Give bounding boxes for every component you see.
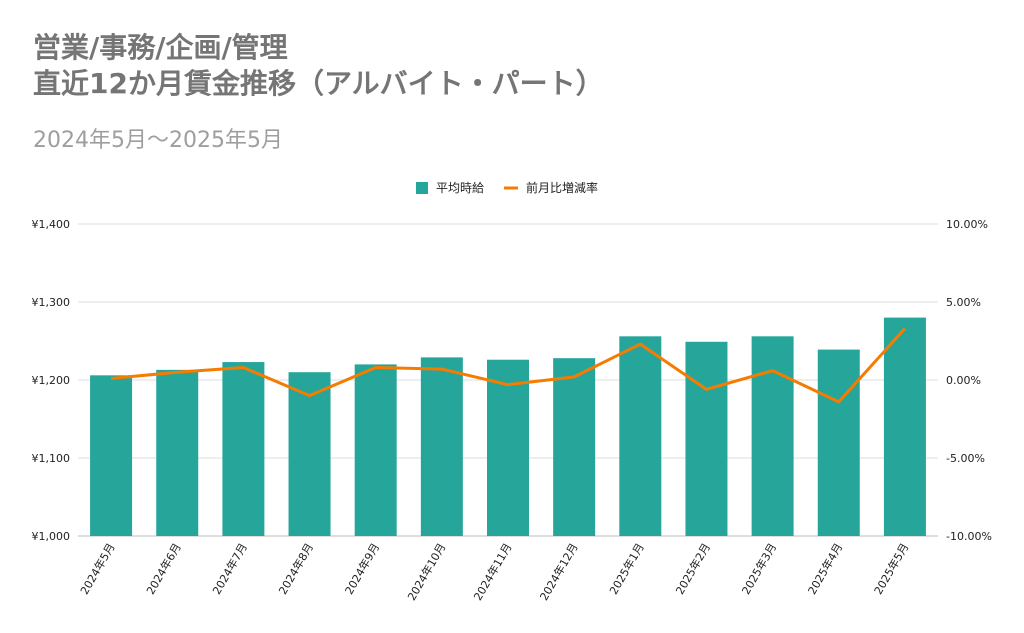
legend-swatch-bar bbox=[416, 182, 428, 194]
x-axis-tick-label: 2024年5月 bbox=[77, 541, 118, 597]
x-axis-tick-label: 2025年2月 bbox=[672, 541, 713, 597]
x-axis: 2024年5月 2024年6月 2024年7月 2024年8月 2024年9月 2024年… bbox=[77, 541, 911, 603]
bar bbox=[619, 336, 662, 536]
left-axis-tick-label: ¥1,000 bbox=[32, 530, 71, 543]
bar bbox=[90, 375, 133, 536]
bar bbox=[156, 369, 199, 536]
x-axis-tick-label: 2025年5月 bbox=[871, 541, 912, 597]
x-axis-tick-label: 2024年11月 bbox=[470, 541, 514, 603]
bar bbox=[553, 358, 596, 536]
x-axis-tick-label: 2024年7月 bbox=[209, 541, 250, 597]
right-axis-tick-label: -5.00% bbox=[946, 452, 985, 465]
x-axis-tick-label: 2025年4月 bbox=[805, 541, 846, 597]
line-series bbox=[110, 327, 907, 404]
bar bbox=[222, 362, 265, 536]
left-axis: ¥1,000 ¥1,100 ¥1,200 ¥1,300 ¥1,400 bbox=[32, 218, 71, 543]
left-axis-tick-label: ¥1,300 bbox=[32, 296, 71, 309]
x-axis-tick-label: 2024年10月 bbox=[404, 541, 448, 603]
bar bbox=[354, 364, 397, 536]
x-axis-tick-label: 2024年6月 bbox=[143, 541, 184, 597]
bar bbox=[685, 341, 728, 536]
legend-label-line: 前月比増減率 bbox=[526, 180, 598, 195]
legend-label-bar: 平均時給 bbox=[436, 181, 484, 195]
bar bbox=[883, 317, 926, 536]
right-axis-tick-label: -10.00% bbox=[946, 530, 992, 543]
right-axis: -10.00% -5.00% 0.00% 5.00% 10.00% bbox=[946, 218, 992, 543]
bar bbox=[817, 349, 860, 536]
right-axis-tick-label: 0.00% bbox=[946, 374, 981, 387]
series-line bbox=[110, 327, 907, 404]
chart-title: 営業/事務/企画/管理 直近12か月賃金推移（アルバイト・パート） bbox=[33, 30, 604, 102]
bar bbox=[487, 359, 529, 536]
left-axis-tick-label: ¥1,200 bbox=[32, 374, 71, 387]
right-axis-tick-label: 5.00% bbox=[946, 296, 981, 309]
x-axis-tick-label: 2024年9月 bbox=[342, 541, 383, 597]
x-axis-tick-label: 2025年3月 bbox=[739, 541, 780, 597]
bar-series bbox=[90, 317, 926, 536]
right-axis-tick-label: 10.00% bbox=[946, 218, 988, 231]
left-axis-tick-label: ¥1,100 bbox=[32, 452, 71, 465]
bar bbox=[288, 372, 331, 536]
chart-title-line-2: 直近12か月賃金推移（アルバイト・パート） bbox=[33, 67, 604, 100]
bar bbox=[751, 336, 794, 536]
x-axis-tick-label: 2025年1月 bbox=[606, 541, 647, 597]
chart-title-line-1: 営業/事務/企画/管理 bbox=[33, 31, 288, 64]
chart-subtitle: 2024年5月～2025年5月 bbox=[33, 128, 283, 153]
x-axis-tick-label: 2024年12月 bbox=[537, 541, 581, 603]
bar bbox=[420, 357, 463, 536]
left-axis-tick-label: ¥1,400 bbox=[32, 218, 71, 231]
x-axis-tick-label: 2024年8月 bbox=[276, 541, 317, 597]
legend: 平均時給 前月比増減率 bbox=[416, 180, 598, 195]
